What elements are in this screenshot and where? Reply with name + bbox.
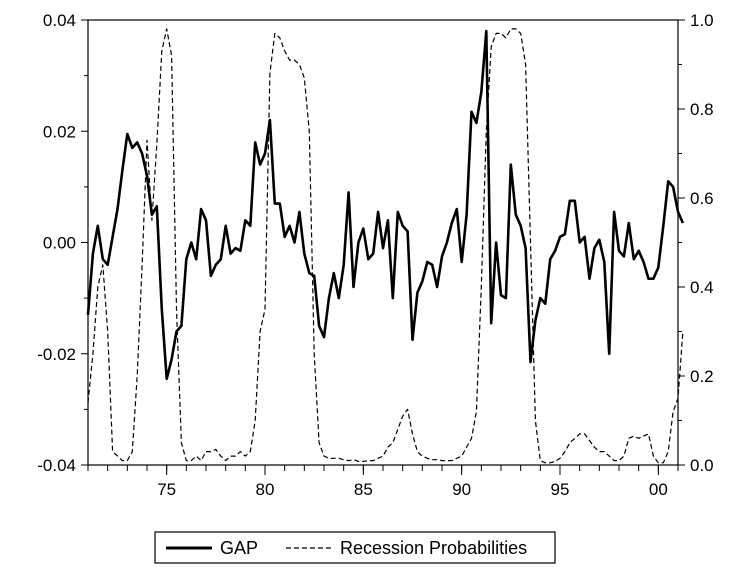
right-y-tick-label: 0.8	[690, 100, 714, 119]
left-y-tick-label: 0.02	[43, 122, 76, 141]
legend-label-gap: GAP	[220, 538, 258, 558]
x-tick-label: 80	[256, 480, 275, 499]
left-y-axis: -0.04 -0.02 0.00 0.02 0.04	[37, 11, 88, 475]
x-tick-label: 00	[649, 480, 668, 499]
left-y-tick-label: -0.02	[37, 345, 76, 364]
legend-label-recession-probabilities: Recession Probabilities	[340, 538, 527, 558]
legend-box	[154, 531, 556, 564]
x-axis: 75 80 85 90 95 00	[87, 465, 679, 499]
right-y-axis: 0.0 0.2 0.4 0.6 0.8 1.0	[678, 11, 714, 475]
left-y-tick-label: 0.00	[43, 234, 76, 253]
right-y-tick-label: 0.6	[690, 189, 714, 208]
left-y-tick-label: -0.04	[37, 456, 76, 475]
x-tick-label: 85	[354, 480, 373, 499]
right-y-tick-label: 1.0	[690, 11, 714, 30]
series-layer	[86, 28, 685, 464]
right-y-tick-label: 0.2	[690, 367, 714, 386]
right-y-tick-label: 0.0	[690, 456, 714, 475]
left-y-tick-label: 0.04	[43, 11, 76, 30]
series-line-recession-probabilities	[87, 28, 684, 464]
legend: GAP Recession Probabilities	[154, 531, 556, 564]
x-tick-label: 75	[157, 480, 176, 499]
series-line-gap	[86, 29, 685, 381]
right-y-tick-label: 0.4	[690, 278, 714, 297]
x-tick-label: 95	[551, 480, 570, 499]
x-tick-label: 90	[452, 480, 471, 499]
